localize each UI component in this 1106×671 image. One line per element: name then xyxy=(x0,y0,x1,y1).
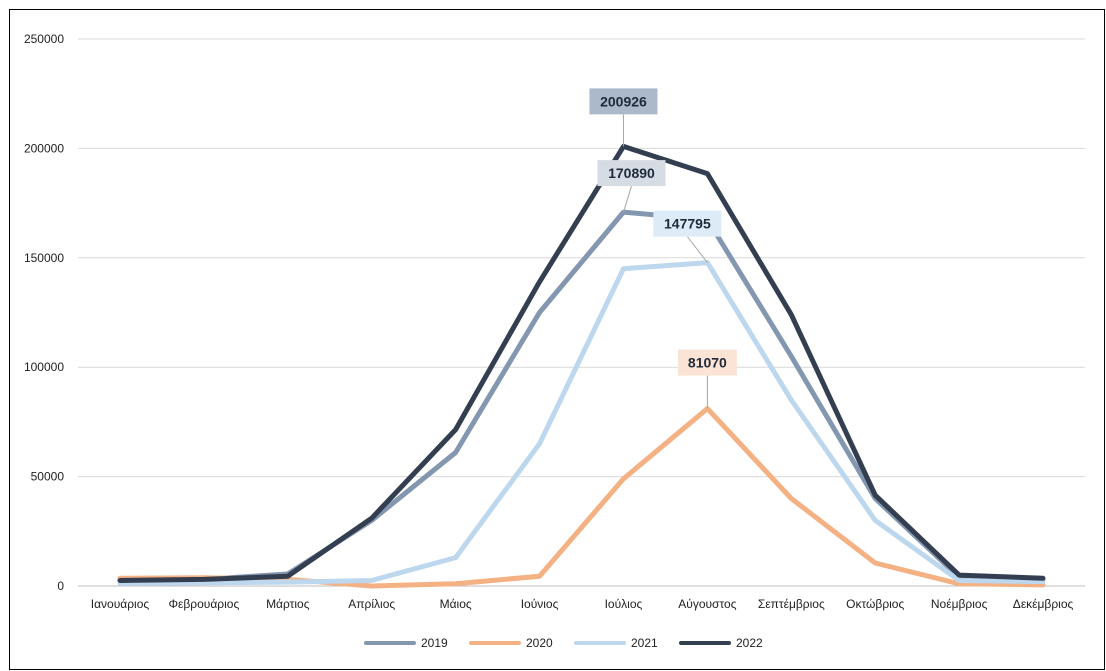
legend-label: 2022 xyxy=(736,636,763,650)
data-callouts: 200926 170890 147795 81070 xyxy=(589,88,737,409)
gridlines xyxy=(78,38,1085,478)
series-line-2022 xyxy=(117,143,1046,583)
x-tick-label: Αύγουστος xyxy=(678,597,736,611)
y-tick-label: 0 xyxy=(57,579,64,593)
legend-label: 2021 xyxy=(631,636,658,650)
x-tick-label: Σεπτέμβριος xyxy=(758,597,825,611)
x-tick-label: Νοέμβριος xyxy=(931,597,988,611)
callout-label: 200926 xyxy=(600,93,647,109)
legend-label: 2020 xyxy=(526,636,553,650)
x-tick-label: Απρίλιος xyxy=(348,597,395,611)
y-tick-label: 50000 xyxy=(31,470,65,484)
legend: 2019 2020 2021 2022 xyxy=(364,636,763,650)
y-axis-ticks: 0 50000 100000 150000 200000 250000 xyxy=(24,32,64,593)
x-tick-label: Ιανουάριος xyxy=(91,597,150,611)
callout-leader xyxy=(622,185,632,213)
legend-label: 2019 xyxy=(421,636,448,650)
callout-label: 147795 xyxy=(664,216,711,232)
chart-frame xyxy=(9,9,1105,670)
x-tick-label: Μάρτιος xyxy=(266,597,310,611)
x-tick-label: Μάιος xyxy=(440,597,472,611)
y-tick-label: 200000 xyxy=(24,141,64,155)
y-tick-label: 250000 xyxy=(24,32,64,46)
callout-box xyxy=(677,349,737,376)
x-tick-label: Φεβρουάριος xyxy=(168,597,239,611)
callout-leader xyxy=(686,236,708,263)
callout-box xyxy=(597,160,666,187)
callout-box xyxy=(589,88,658,115)
callout-box xyxy=(653,210,722,237)
y-tick-label: 150000 xyxy=(24,251,64,265)
series-lines xyxy=(117,143,1046,589)
callout-label: 81070 xyxy=(688,355,727,371)
x-axis-ticks: Ιανουάριος Φεβρουάριος Μάρτιος Απρίλιος Μάιο… xyxy=(91,597,1074,611)
x-tick-label: Ιούνιος xyxy=(521,597,559,611)
series-line-2021 xyxy=(117,260,1046,586)
y-tick-label: 100000 xyxy=(24,360,64,374)
series-line-2020 xyxy=(117,406,1046,589)
x-tick-label: Οκτώβριος xyxy=(846,597,904,611)
x-tick-label: Ιούλιος xyxy=(605,597,643,611)
callout-label: 170890 xyxy=(608,165,655,181)
x-tick-label: Δεκέμβριος xyxy=(1013,597,1074,611)
